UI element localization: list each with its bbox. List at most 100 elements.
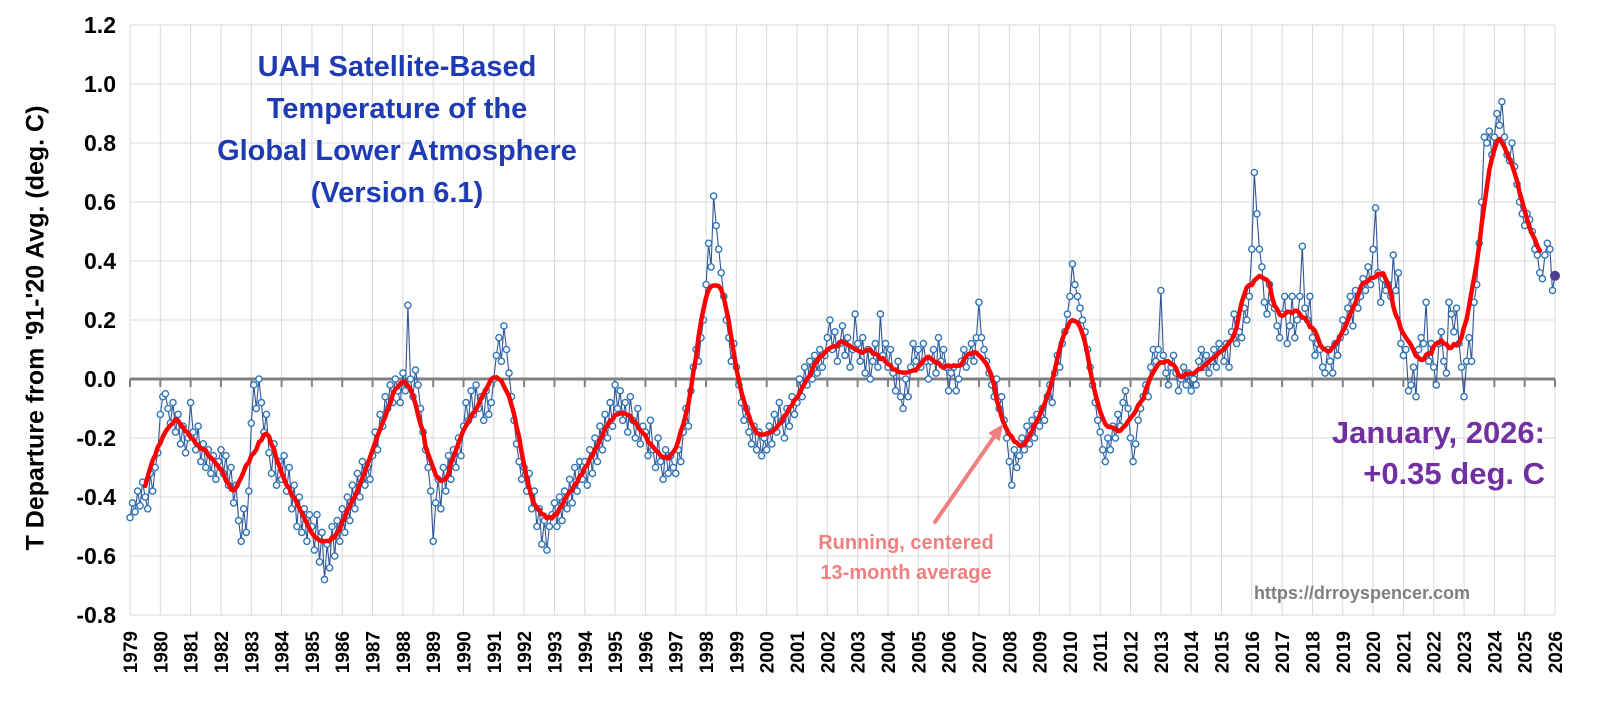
x-tick-label: 2011 — [1091, 631, 1112, 673]
x-tick-label: 2012 — [1122, 631, 1143, 673]
monthly-marker — [1245, 292, 1254, 301]
monthly-marker — [141, 493, 149, 501]
monthly-marker — [1321, 369, 1329, 377]
x-tick-label: 2017 — [1273, 631, 1294, 673]
monthly-marker — [533, 522, 541, 531]
running-average-label-line-1: Running, centered — [818, 532, 994, 554]
x-tick-label: 1985 — [303, 631, 324, 674]
x-tick-label: 2020 — [1364, 631, 1385, 673]
x-tick-label: 2016 — [1243, 631, 1264, 673]
x-tick-label: 2015 — [1212, 631, 1233, 674]
monthly-marker — [823, 333, 832, 342]
running-average-label-line-2: 13-month average — [820, 562, 992, 584]
monthly-marker — [1452, 304, 1461, 313]
monthly-marker — [704, 239, 713, 248]
monthly-marker — [1392, 286, 1400, 295]
y-tick-label: 0.6 — [84, 189, 116, 215]
monthly-marker — [1301, 304, 1309, 313]
monthly-marker — [601, 410, 609, 419]
monthly-marker — [1182, 381, 1190, 389]
monthly-marker — [656, 457, 665, 466]
monthly-marker — [616, 386, 625, 395]
monthly-marker — [404, 301, 412, 310]
monthly-marker — [1442, 369, 1451, 377]
monthly-marker — [997, 392, 1006, 401]
monthly-marker — [234, 516, 243, 525]
y-tick-label: -0.8 — [76, 602, 116, 628]
monthly-marker — [1346, 292, 1355, 301]
monthly-marker — [492, 351, 501, 360]
monthly-marker — [313, 510, 321, 519]
monthly-marker — [1023, 422, 1031, 431]
monthly-marker — [1429, 363, 1438, 372]
monthly-marker — [343, 493, 352, 501]
latest-annotation: January, 2026: +0.35 deg. C — [1332, 412, 1545, 494]
monthly-marker — [444, 451, 453, 460]
monthly-marker — [1457, 363, 1466, 372]
monthly-marker — [500, 322, 508, 330]
monthly-marker — [853, 339, 862, 348]
monthly-marker — [1230, 310, 1238, 318]
monthly-marker — [1250, 168, 1259, 177]
monthly-marker — [1157, 286, 1165, 295]
monthly-marker — [1419, 339, 1428, 348]
monthly-marker — [396, 398, 405, 407]
monthly-marker — [646, 416, 655, 425]
monthly-marker — [1124, 404, 1132, 413]
monthly-marker — [1311, 351, 1319, 360]
monthly-marker — [1174, 386, 1183, 395]
monthly-marker — [1275, 333, 1284, 342]
monthly-marker — [1326, 357, 1334, 366]
monthly-marker — [818, 363, 827, 372]
monthly-marker — [1407, 381, 1415, 389]
monthly-marker — [436, 504, 445, 513]
monthly-marker — [345, 516, 354, 525]
monthly-marker — [257, 398, 266, 407]
monthly-marker — [292, 522, 301, 531]
monthly-marker — [904, 392, 913, 401]
monthly-marker — [894, 357, 902, 366]
x-tick-label: 2000 — [758, 631, 779, 673]
monthly-marker — [495, 333, 503, 342]
monthly-marker — [1093, 416, 1102, 425]
monthly-marker — [262, 410, 271, 419]
running-average-arrowhead — [988, 424, 1003, 442]
monthly-marker — [654, 434, 662, 442]
monthly-marker — [318, 528, 326, 537]
monthly-marker — [1068, 260, 1077, 268]
y-axis-title: T Departure from '91-'20 Avg. (deg. C) — [21, 105, 50, 551]
monthly-marker — [659, 475, 667, 484]
x-tick-label: 1995 — [606, 631, 627, 674]
monthly-marker — [826, 316, 834, 324]
monthly-marker — [1467, 357, 1476, 366]
monthly-marker — [899, 404, 907, 413]
monthly-marker — [1432, 381, 1441, 389]
monthly-marker — [249, 381, 258, 389]
monthly-marker — [1187, 386, 1195, 395]
monthly-marker — [795, 375, 804, 383]
monthly-marker — [1548, 286, 1557, 295]
monthly-marker — [1114, 410, 1122, 419]
monthly-marker — [1073, 292, 1082, 301]
monthly-marker — [196, 457, 205, 466]
monthly-marker — [593, 457, 602, 466]
monthly-marker — [131, 507, 139, 516]
monthly-marker — [1260, 298, 1269, 307]
monthly-marker — [1364, 263, 1372, 271]
monthly-marker — [285, 463, 294, 472]
monthly-marker — [626, 392, 635, 401]
monthly-marker — [174, 410, 182, 419]
monthly-marker — [338, 504, 347, 513]
monthly-marker — [391, 375, 400, 383]
monthly-marker — [1020, 445, 1029, 454]
monthly-marker — [871, 339, 880, 348]
monthly-marker — [1179, 363, 1188, 372]
monthly-marker — [944, 386, 953, 395]
monthly-marker — [1498, 97, 1506, 106]
monthly-marker — [255, 375, 263, 383]
x-tick-label: 1986 — [333, 631, 354, 673]
monthly-marker — [553, 522, 561, 531]
latest-annotation-value: +0.35 deg. C — [1363, 456, 1545, 491]
chart-title-line-2: Temperature of the — [266, 93, 528, 125]
monthly-marker — [502, 345, 511, 354]
